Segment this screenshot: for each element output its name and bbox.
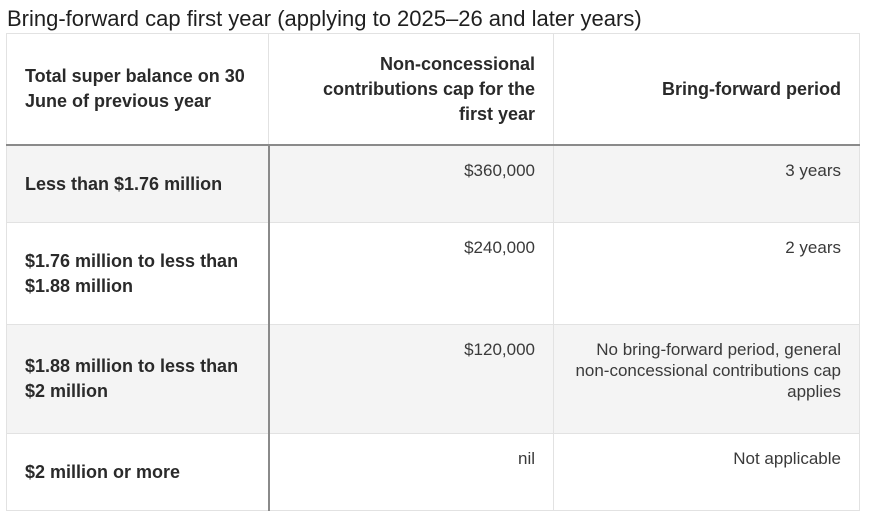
row-balance: $1.76 million to less than $1.88 million <box>6 222 270 325</box>
row-balance: $2 million or more <box>6 433 270 511</box>
table-body: Less than $1.76 million $360,000 3 years… <box>6 145 860 511</box>
row-cap: $120,000 <box>268 324 554 434</box>
row-cap: $360,000 <box>268 145 554 223</box>
row-cap: nil <box>268 433 554 511</box>
table-row: $1.76 million to less than $1.88 million… <box>6 222 860 325</box>
table-row: $1.88 million to less than $2 million $1… <box>6 324 860 434</box>
header-total-super-balance: Total super balance on 30 June of previo… <box>6 33 269 146</box>
header-ncc-cap: Non-concessional contributions cap for t… <box>268 33 554 146</box>
row-balance: Less than $1.76 million <box>6 145 270 223</box>
row-cap: $240,000 <box>268 222 554 325</box>
header-row: Total super balance on 30 June of previo… <box>6 33 860 146</box>
row-period: 3 years <box>553 145 860 223</box>
table-header: Total super balance on 30 June of previo… <box>6 33 860 146</box>
table-row: $2 million or more nil Not applicable <box>6 433 860 511</box>
row-period: 2 years <box>553 222 860 325</box>
bring-forward-cap-table: Total super balance on 30 June of previo… <box>6 33 860 511</box>
row-balance: $1.88 million to less than $2 million <box>6 324 270 434</box>
row-period: Not applicable <box>553 433 860 511</box>
table-title: Bring-forward cap first year (applying t… <box>7 6 642 31</box>
row-period: No bring-forward period, general non-con… <box>553 324 860 434</box>
table-row: Less than $1.76 million $360,000 3 years <box>6 145 860 223</box>
header-bring-forward-period: Bring-forward period <box>553 33 860 146</box>
